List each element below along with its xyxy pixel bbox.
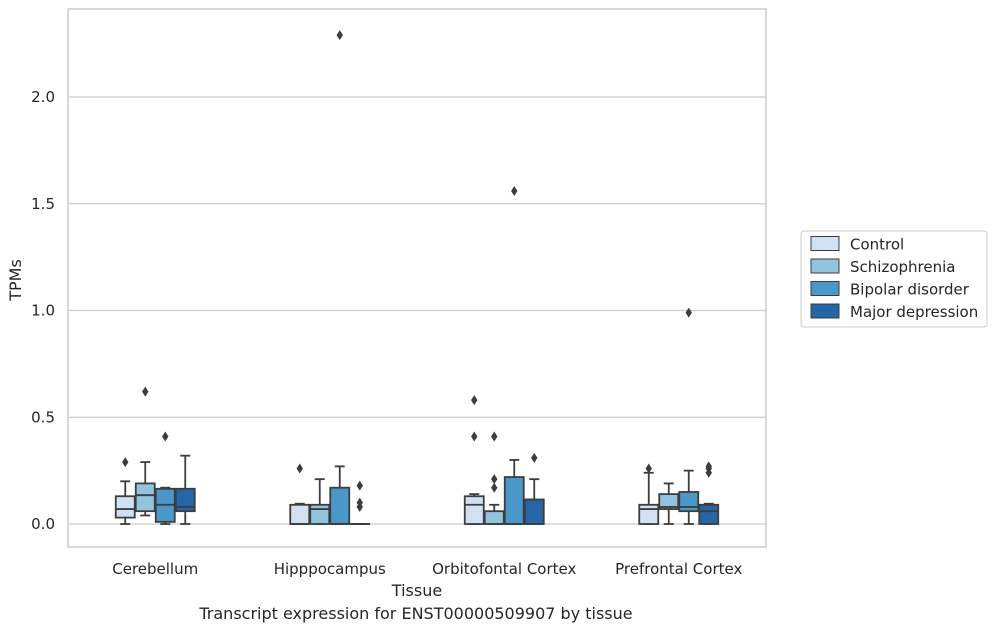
y-tick-label: 2.0 — [31, 88, 55, 106]
box-major-depression — [174, 454, 196, 525]
box-control — [289, 463, 311, 525]
plot-frame — [67, 8, 767, 548]
outlier-point — [142, 386, 149, 397]
legend-swatch — [810, 303, 840, 319]
iqr-box — [658, 493, 680, 510]
outlier-point — [356, 497, 363, 508]
outlier-point — [531, 452, 538, 463]
figure-caption: Transcript expression for ENST0000050990… — [199, 604, 633, 623]
y-tick-label: 0.0 — [31, 515, 55, 533]
x-axis-label: Tissue — [391, 581, 442, 600]
outlier-point — [645, 463, 652, 474]
legend-swatch — [810, 281, 840, 296]
legend-label: Control — [850, 236, 904, 254]
iqr-box — [309, 503, 331, 525]
x-tick-label: Cerebellum — [112, 560, 198, 578]
box-bipolar-disorder — [503, 185, 525, 525]
iqr-box — [329, 486, 351, 525]
iqr-box — [114, 495, 136, 519]
box-major-depression — [698, 461, 720, 525]
iqr-box — [678, 491, 700, 513]
outlier-point — [511, 185, 518, 196]
y-axis-label: TPMs — [6, 259, 25, 302]
y-tick-label: 1.0 — [31, 302, 55, 320]
iqr-box — [523, 498, 545, 525]
box-groups — [114, 30, 720, 525]
outlier-point — [491, 482, 498, 493]
outlier-point — [162, 431, 169, 442]
legend-frame — [800, 230, 988, 328]
box-major-depression — [349, 480, 371, 525]
box-control — [638, 463, 660, 525]
legend: Control Schizophrenia Bipolar disorder Majo… — [800, 230, 988, 328]
outlier-point — [491, 474, 498, 485]
y-tick-label: 1.5 — [31, 195, 55, 213]
legend-label: Major depression — [850, 303, 978, 321]
iqr-box — [483, 510, 505, 525]
outlier-point — [471, 395, 478, 406]
outlier-point — [296, 463, 303, 474]
outlier-point — [685, 307, 692, 318]
outlier-point — [336, 30, 343, 41]
box-schizophrenia — [658, 482, 680, 525]
box-control — [114, 457, 136, 525]
legend-swatch — [810, 236, 840, 251]
box-schizophrenia — [309, 478, 331, 525]
iqr-box — [289, 503, 311, 525]
iqr-box — [503, 476, 525, 525]
legend-label: Schizophrenia — [850, 258, 955, 276]
box-bipolar-disorder — [678, 307, 700, 525]
outlier-point — [705, 461, 712, 472]
box-bipolar-disorder — [329, 30, 351, 525]
iqr-box — [174, 487, 196, 513]
legend-label: Bipolar disorder — [850, 281, 970, 299]
iqr-box — [134, 482, 156, 513]
outlier-point — [122, 457, 129, 468]
box-major-depression — [523, 452, 545, 525]
outlier-point — [471, 431, 478, 442]
iqr-box — [463, 495, 485, 525]
box-schizophrenia — [483, 431, 505, 525]
gridlines — [68, 96, 766, 525]
x-tick-label: Prefrontal Cortex — [615, 560, 742, 578]
x-tick-label: Hipppocampus — [274, 560, 386, 578]
y-tick-labels: 0.0 0.5 1.0 1.5 2.0 — [31, 88, 55, 533]
box-schizophrenia — [134, 386, 156, 517]
box-control — [463, 395, 485, 525]
y-tick-label: 0.5 — [31, 408, 55, 426]
iqr-box — [698, 503, 720, 525]
legend-swatch — [810, 258, 840, 274]
x-tick-labels: Cerebellum Hipppocampus Orbitofontal Corte… — [112, 560, 742, 578]
x-tick-label: Orbitofontal Cortex — [432, 560, 576, 578]
iqr-box — [638, 503, 660, 525]
outlier-point — [356, 480, 363, 491]
outlier-point — [491, 431, 498, 442]
box-bipolar-disorder — [154, 431, 176, 525]
